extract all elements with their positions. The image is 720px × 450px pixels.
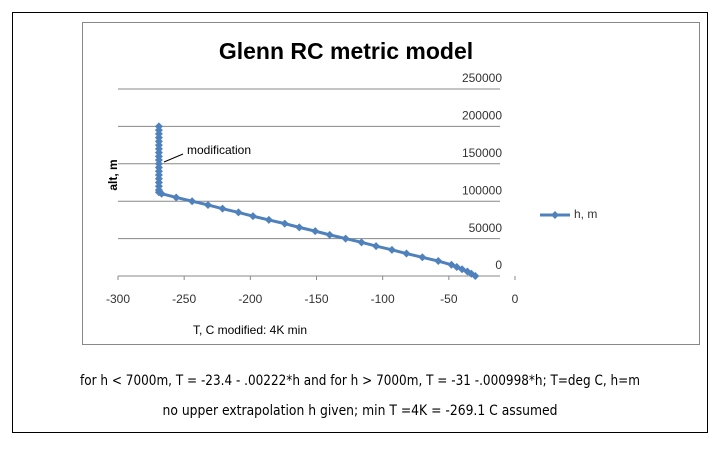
marker: [203, 200, 212, 209]
y-tick-label: 200000: [462, 109, 502, 123]
x-tick-label: 0: [512, 292, 519, 306]
annotation-leader: [163, 153, 184, 163]
marker: [434, 257, 443, 266]
marker: [311, 227, 320, 236]
x-tick-label: -300: [106, 292, 130, 306]
marker: [325, 230, 334, 239]
chart-frame: [82, 22, 700, 345]
y-tick-label: 150000: [462, 146, 502, 160]
marker: [402, 249, 411, 258]
x-tick-label: -100: [371, 292, 395, 306]
marker: [188, 197, 197, 206]
y-tick-label: 0: [495, 258, 502, 272]
y-axis-label: alt, m: [106, 159, 120, 190]
marker: [172, 193, 181, 202]
marker: [264, 215, 273, 224]
marker: [295, 223, 304, 232]
y-tick-label: 50000: [469, 221, 503, 235]
marker: [418, 253, 427, 262]
x-axis-label: T, C modified: 4K min: [193, 323, 307, 337]
x-tick-label: -250: [172, 292, 196, 306]
marker: [234, 208, 243, 217]
legend-marker: [551, 211, 559, 219]
annotation: modification: [187, 143, 251, 157]
note: for h < 7000m, T = -23.4 - .00222*h and …: [80, 373, 640, 389]
marker: [218, 204, 227, 213]
x-tick-label: -200: [238, 292, 262, 306]
note: no upper extrapolation h given; min T =4…: [163, 403, 558, 419]
marker: [447, 260, 456, 269]
outer-frame: [12, 12, 708, 433]
marker: [357, 238, 366, 247]
y-tick-label: 100000: [462, 183, 502, 197]
x-tick-label: -50: [440, 292, 458, 306]
y-tick-label: 250000: [462, 71, 502, 85]
x-tick-label: -150: [304, 292, 328, 306]
chart-title: Glenn RC metric model: [219, 38, 473, 64]
marker: [372, 242, 381, 251]
marker: [154, 122, 163, 131]
marker: [280, 219, 289, 228]
marker: [387, 245, 396, 254]
marker: [248, 212, 257, 221]
legend-label: h, m: [574, 207, 597, 221]
marker: [341, 234, 350, 243]
